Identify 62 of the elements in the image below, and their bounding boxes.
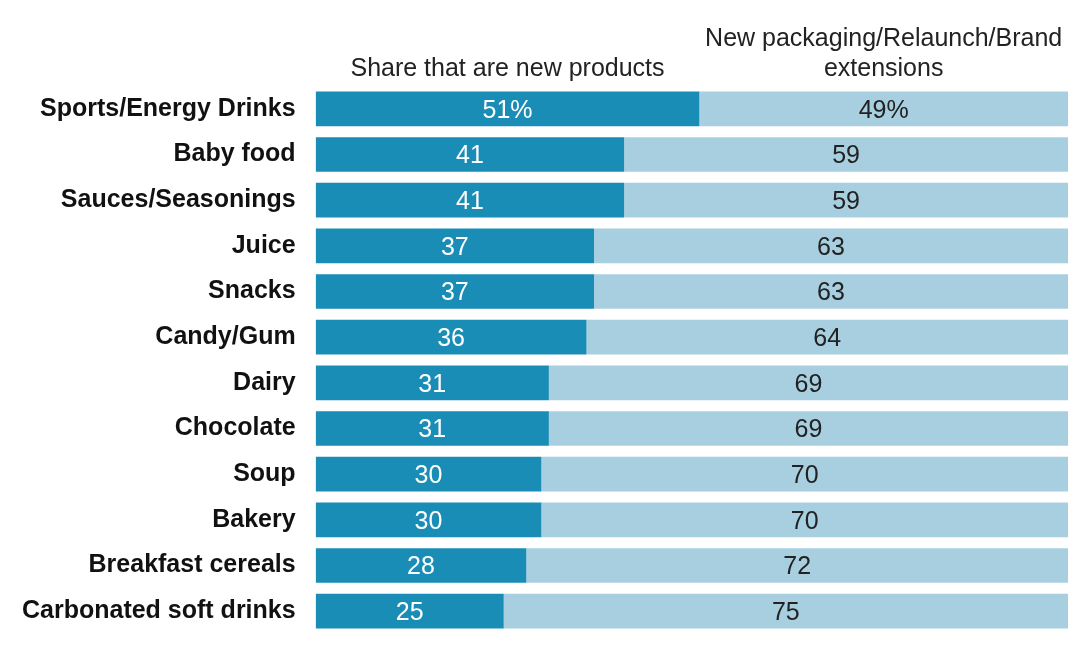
data-label: 30 — [414, 460, 443, 489]
data-label: 59 — [832, 140, 860, 169]
bar — [315, 456, 542, 492]
data-label: 75 — [771, 597, 800, 626]
y-tick-label: Snacks — [208, 275, 296, 304]
y-tick-label: Candy/Gum — [155, 321, 296, 350]
data-label: 72 — [783, 551, 812, 580]
series-label: New packaging/Relaunch/Brand extensions — [705, 23, 1063, 81]
bar — [624, 182, 1068, 218]
y-tick-label: Bakery — [212, 503, 296, 532]
bar — [315, 593, 504, 629]
bar — [586, 319, 1068, 355]
data-label: 69 — [794, 414, 823, 443]
bar — [594, 274, 1068, 309]
bar — [315, 548, 527, 583]
data-label: 70 — [790, 460, 819, 489]
data-label: 31 — [418, 414, 447, 443]
bar — [548, 365, 1068, 401]
bar — [503, 593, 1068, 629]
bar — [315, 319, 587, 355]
bar — [315, 228, 595, 264]
y-tick-label: Carbonated soft drinks — [21, 595, 296, 624]
y-tick-label: Juice — [231, 229, 296, 258]
bar — [315, 365, 549, 401]
data-label: 63 — [817, 231, 845, 260]
y-tick-label: Sauces/Seasonings — [60, 184, 296, 213]
bar — [315, 274, 595, 309]
y-tick-label: Sports/Energy Drinks — [40, 92, 296, 121]
data-label: 36 — [437, 323, 465, 352]
y-tick-label: Baby food — [173, 138, 296, 167]
data-label: 31 — [418, 368, 447, 397]
bar — [548, 411, 1068, 446]
series-label: Share that are new products — [350, 53, 665, 81]
data-label: 63 — [817, 277, 845, 306]
data-label: 25 — [395, 597, 424, 626]
data-label: 51% — [482, 94, 533, 123]
bar — [315, 91, 700, 127]
data-label: 59 — [832, 186, 860, 215]
data-label: 41 — [455, 186, 484, 215]
data-label: 69 — [794, 368, 823, 397]
data-label: 70 — [790, 505, 819, 534]
data-label: 37 — [440, 231, 469, 260]
bar — [315, 182, 625, 218]
bar — [315, 411, 549, 446]
bar — [541, 502, 1068, 538]
y-tick-label: Soup — [233, 458, 296, 487]
y-tick-label: Chocolate — [174, 412, 296, 441]
y-tick-label: Dairy — [233, 366, 296, 395]
data-label: 28 — [407, 551, 435, 580]
bar — [541, 456, 1068, 492]
bar — [624, 137, 1068, 172]
data-label: 49% — [858, 94, 909, 123]
bar — [526, 548, 1068, 583]
data-label: 41 — [455, 140, 484, 169]
bar — [699, 91, 1068, 127]
bar — [594, 228, 1068, 264]
data-label: 37 — [440, 277, 469, 306]
bar — [315, 502, 542, 538]
bar — [315, 137, 625, 172]
data-label: 30 — [414, 505, 443, 534]
y-tick-label: Breakfast cereals — [88, 549, 296, 578]
data-label: 64 — [813, 323, 842, 352]
